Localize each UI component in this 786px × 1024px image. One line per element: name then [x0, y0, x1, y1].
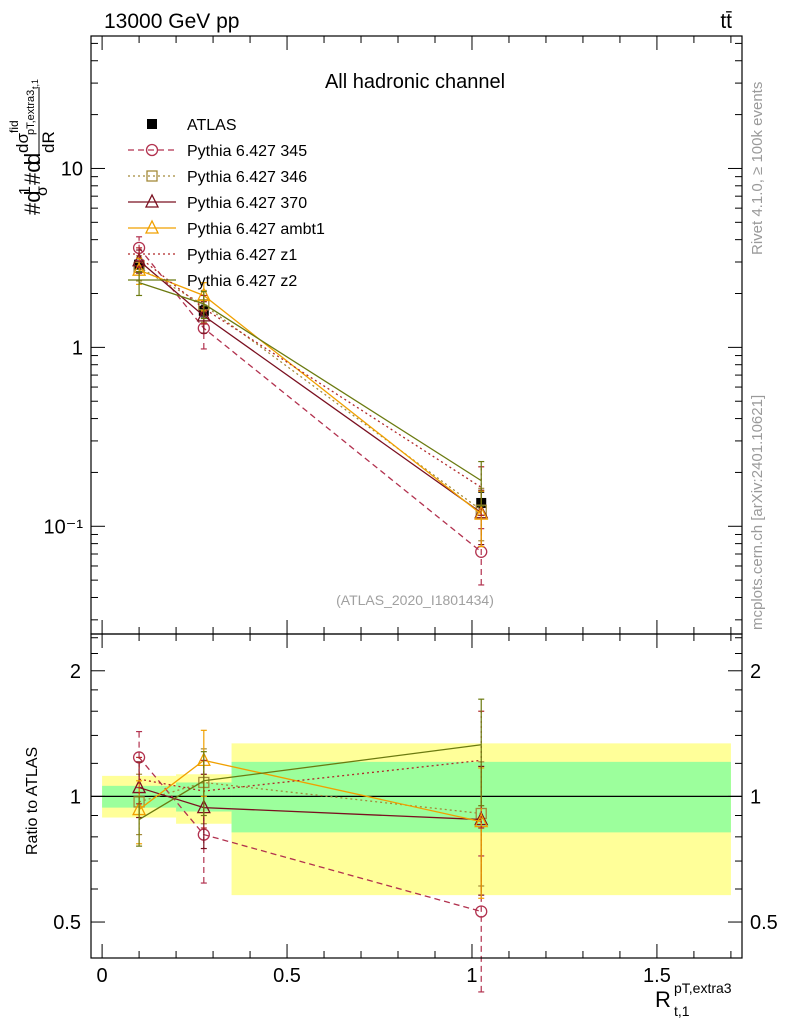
x-axis-label-main: R — [655, 987, 671, 1012]
legend-marker-p346 — [146, 170, 158, 182]
svg-text:σ: σ — [34, 186, 51, 196]
svg-text:#d: #d — [20, 161, 45, 185]
legend-marker-ATLAS — [147, 119, 157, 129]
legend: ATLAS Pythia 6.427 345 Pythia 6.427 346 Pyt… — [128, 117, 325, 290]
legend-label-pz1: Pythia 6.427 z1 — [187, 247, 297, 264]
ratio-y-tick-label-left: 0.5 — [53, 912, 81, 934]
legend-entry-ATLAS: ATLAS — [147, 117, 237, 134]
x-tick-label: 0 — [97, 965, 108, 987]
ratio-y-tick-label-right: 0.5 — [750, 912, 778, 934]
svg-text:d: d — [20, 153, 45, 165]
svg-text:pT,extra3: pT,extra3 — [25, 90, 37, 135]
ratio-y-tick-label-right: 2 — [750, 661, 761, 683]
plot-title: All hadronic channel — [325, 71, 505, 93]
main-y-axis-label: #d 1 σ #d dσ fid pT,extra3 dR t,1 d — [7, 79, 58, 215]
x-tick-label: 0.5 — [273, 965, 301, 987]
ratio-y-tick-label-left: 2 — [70, 661, 81, 683]
x-tick-label: 1.5 — [643, 965, 671, 987]
analysis-reference: (ATLAS_2020_I1801434) — [336, 592, 494, 608]
x-axis-label-sub: t,1 — [674, 1003, 690, 1019]
x-axis-label: R pT,extra3 t,1 — [655, 980, 732, 1019]
main-y-tick-label: 10 — [61, 158, 83, 180]
process-label: tt̄ — [720, 10, 732, 33]
svg-text:dR: dR — [39, 131, 58, 153]
legend-label-pz2: Pythia 6.427 z2 — [187, 273, 297, 290]
legend-entry-pambt1: Pythia 6.427 ambt1 — [128, 219, 325, 238]
ratio-y-axis-label: Ratio to ATLAS — [24, 747, 41, 855]
legend-label-pambt1: Pythia 6.427 ambt1 — [187, 221, 325, 238]
svg-text:fid: fid — [7, 120, 21, 133]
ratio-series-pz2 — [136, 698, 485, 847]
main-plot-panel: 10⁻¹ 1 10 All hadronic channel (ATLAS_2020… — [44, 35, 743, 635]
source-label: mcplots.cern.ch [arXiv:2401.10621] — [749, 395, 766, 630]
legend-marker-pambt1 — [144, 219, 160, 234]
x-tick-label: 1 — [466, 965, 477, 987]
x-axis-label-sup: pT,extra3 — [674, 980, 732, 996]
legend-entry-p345: Pythia 6.427 345 — [128, 143, 307, 160]
main-series-pz2 — [136, 271, 485, 507]
svg-text:dσ: dσ — [13, 133, 32, 153]
main-point-p370 — [196, 307, 211, 322]
legend-entry-pz2: Pythia 6.427 z2 — [128, 273, 297, 290]
ratio-y-tick-label-left: 1 — [70, 786, 81, 808]
main-line-p345 — [138, 247, 482, 553]
legend-label-p370: Pythia 6.427 370 — [187, 195, 307, 212]
main-y-tick-label: 10⁻¹ — [44, 516, 84, 538]
legend-marker-p370 — [144, 193, 160, 208]
legend-marker-p345 — [145, 143, 159, 157]
svg-text:#d: #d — [20, 191, 45, 215]
legend-label-ATLAS: ATLAS — [187, 117, 237, 134]
ratio-point-p345 — [475, 905, 488, 918]
main-y-tick-label: 1 — [72, 337, 83, 359]
legend-label-p345: Pythia 6.427 345 — [187, 143, 307, 160]
legend-entry-pz1: Pythia 6.427 z1 — [128, 247, 297, 264]
main-point-pambt1 — [474, 505, 489, 520]
legend-label-p346: Pythia 6.427 346 — [187, 169, 307, 186]
ratio-y-tick-label-right: 1 — [750, 786, 761, 808]
ratio-plot-panel: 0.5 0.5 1 1 2 2 0 0.5 1 1.5 — [53, 633, 778, 993]
legend-entry-p370: Pythia 6.427 370 — [128, 193, 307, 212]
rivet-version-label: Rivet 4.1.0, ≥ 100k events — [749, 82, 766, 255]
energy-label: 13000 GeV pp — [104, 10, 239, 33]
svg-text:t,1: t,1 — [30, 79, 40, 89]
legend-entry-p346: Pythia 6.427 346 — [128, 169, 307, 186]
svg-text:1: 1 — [17, 186, 34, 195]
